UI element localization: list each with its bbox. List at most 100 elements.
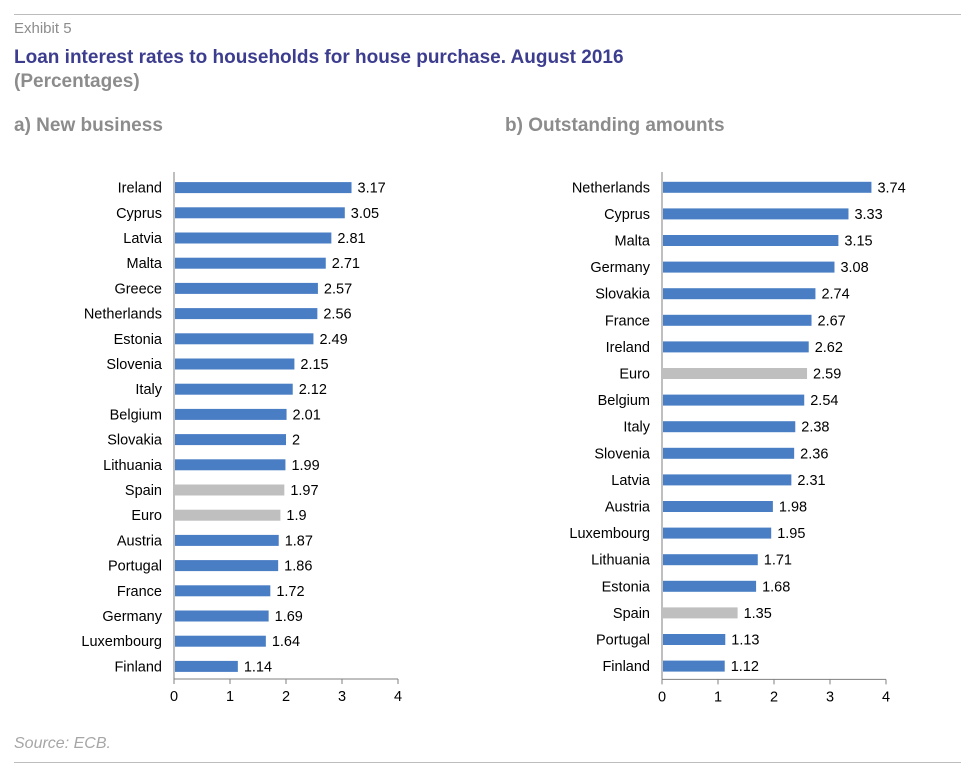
value-label: 1.87 <box>285 533 313 549</box>
value-label: 1.14 <box>244 659 272 675</box>
bar <box>175 635 266 647</box>
panel-b-title: b) Outstanding amounts <box>505 115 725 136</box>
category-label: Euro <box>619 367 650 383</box>
category-label: Luxembourg <box>81 634 162 650</box>
x-tick-label: 4 <box>882 689 890 705</box>
bar <box>663 181 872 193</box>
bar <box>663 634 726 645</box>
category-label: Estonia <box>114 332 163 348</box>
bar <box>175 232 332 244</box>
x-tick-label: 4 <box>394 689 402 705</box>
category-label: Italy <box>623 420 650 436</box>
category-label: Latvia <box>611 473 651 489</box>
value-label: 2.59 <box>813 367 841 383</box>
bar <box>175 459 286 471</box>
category-label: Germany <box>102 609 162 625</box>
category-label: Slovakia <box>595 287 651 303</box>
category-label: Malta <box>615 234 651 250</box>
value-label: 1.86 <box>284 559 312 575</box>
value-label: 3.05 <box>351 206 379 222</box>
bar <box>175 182 352 194</box>
bar <box>663 368 808 379</box>
category-label: Greece <box>114 281 162 297</box>
value-label: 3.08 <box>840 260 868 276</box>
category-label: Lithuania <box>103 458 163 474</box>
category-label: Belgium <box>598 393 650 409</box>
bar <box>663 208 849 220</box>
x-tick-label: 3 <box>826 689 834 705</box>
bar <box>663 607 738 619</box>
bar <box>175 358 295 370</box>
chart-new-business-svg: Ireland 3.17 Cyprus 3.05 Latvia 2.81 Malta 2.71… <box>81 171 402 705</box>
value-label: 2.81 <box>337 231 365 247</box>
value-label: 2.31 <box>797 473 825 489</box>
value-label: 2.38 <box>801 420 829 436</box>
category-label: Portugal <box>596 633 650 649</box>
chart-title: Loan interest rates to households for ho… <box>14 47 624 68</box>
bar <box>175 434 286 446</box>
value-label: 1.72 <box>276 584 304 600</box>
panel-a-title: a) New business <box>14 115 163 136</box>
value-label: 2.12 <box>299 382 327 398</box>
bar <box>663 421 796 433</box>
chart-outstanding-amounts-svg: Netherlands 3.74 Cyprus 3.33 Malta 3.15 German… <box>569 170 906 705</box>
bar <box>663 660 725 672</box>
bar <box>663 580 757 592</box>
category-label: Netherlands <box>84 307 162 323</box>
value-label: 2.49 <box>319 332 347 348</box>
value-label: 2.71 <box>332 256 360 272</box>
value-label: 3.15 <box>844 234 872 250</box>
category-label: Belgium <box>110 407 162 423</box>
category-label: Luxembourg <box>569 526 650 542</box>
value-label: 1.64 <box>272 634 300 650</box>
category-label: Cyprus <box>604 207 650 223</box>
category-label: Finland <box>602 659 650 675</box>
category-label: Italy <box>135 382 162 398</box>
bar <box>663 474 792 486</box>
x-tick-label: 2 <box>282 689 290 705</box>
category-label: Latvia <box>123 231 163 247</box>
bar <box>175 560 279 572</box>
category-label: France <box>605 313 650 329</box>
value-label: 2.74 <box>821 287 849 303</box>
category-label: Austria <box>605 500 651 516</box>
category-label: Ireland <box>118 181 162 197</box>
x-tick-label: 3 <box>338 689 346 705</box>
bar <box>175 257 326 269</box>
bar <box>663 288 816 300</box>
bar <box>663 394 805 406</box>
value-label: 1.95 <box>777 526 805 542</box>
category-label: Euro <box>131 508 162 524</box>
bar <box>175 585 271 597</box>
bar <box>175 660 238 672</box>
value-label: 2.15 <box>300 357 328 373</box>
category-label: Portugal <box>108 559 162 575</box>
bar <box>175 207 345 219</box>
x-tick-label: 0 <box>658 689 666 705</box>
category-label: Austria <box>117 533 163 549</box>
category-label: Estonia <box>602 579 651 595</box>
category-label: Finland <box>114 659 162 675</box>
category-label: Lithuania <box>591 553 651 569</box>
value-label: 3.33 <box>854 207 882 223</box>
value-label: 2.56 <box>323 307 351 323</box>
bar <box>175 534 279 546</box>
x-tick-label: 1 <box>714 689 722 705</box>
value-label: 1.68 <box>762 579 790 595</box>
bar <box>175 333 314 345</box>
value-label: 1.13 <box>731 633 759 649</box>
bar <box>175 308 318 320</box>
category-label: Spain <box>125 483 162 499</box>
value-label: 2.36 <box>800 446 828 462</box>
value-label: 2.62 <box>815 340 843 356</box>
bar <box>175 282 318 294</box>
source-note: Source: ECB. <box>14 735 111 752</box>
value-label: 2 <box>292 433 300 449</box>
bar <box>175 383 293 395</box>
chart-subtitle: (Percentages) <box>14 71 140 92</box>
bar <box>663 261 835 273</box>
value-label: 3.74 <box>877 180 905 196</box>
category-label: Germany <box>590 260 650 276</box>
value-label: 1.99 <box>291 458 319 474</box>
value-label: 1.98 <box>779 500 807 516</box>
